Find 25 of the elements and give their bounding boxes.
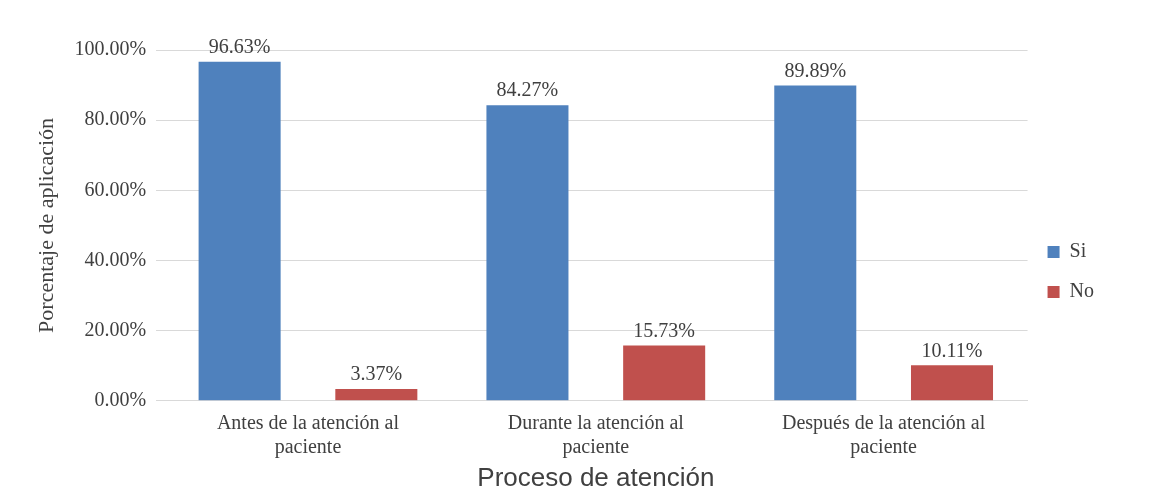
- y-axis-title: Porcentaje de aplicación: [32, 117, 58, 333]
- legend-label: Si: [1069, 239, 1087, 262]
- y-tick-label: 0.00%: [94, 388, 147, 411]
- bar: [623, 345, 706, 401]
- x-tick-label: Después de la atención al paciente: [782, 411, 986, 459]
- y-tick-label: 40.00%: [84, 247, 147, 270]
- bar: [486, 105, 569, 401]
- x-axis-title: Proceso de atención: [477, 461, 715, 492]
- data-label: 84.27%: [496, 78, 559, 101]
- data-label: 3.37%: [350, 362, 403, 385]
- x-tick-label: Durante la atención al paciente: [507, 411, 685, 459]
- data-label: 10.11%: [921, 338, 983, 361]
- y-tick-label: 80.00%: [84, 107, 147, 130]
- x-tick-label: Antes de la atención al paciente: [216, 411, 400, 459]
- y-tick-label: 20.00%: [84, 317, 147, 340]
- y-tick-label: 100.00%: [74, 37, 147, 60]
- legend-label: No: [1069, 279, 1095, 302]
- bar: [198, 61, 281, 401]
- data-label: 89.89%: [784, 58, 847, 81]
- data-label: 96.63%: [208, 35, 271, 58]
- bar: [774, 85, 857, 401]
- y-tick-label: 60.00%: [84, 177, 147, 200]
- bar: [910, 365, 994, 401]
- bar: [335, 388, 418, 401]
- data-label: 15.73%: [633, 318, 695, 341]
